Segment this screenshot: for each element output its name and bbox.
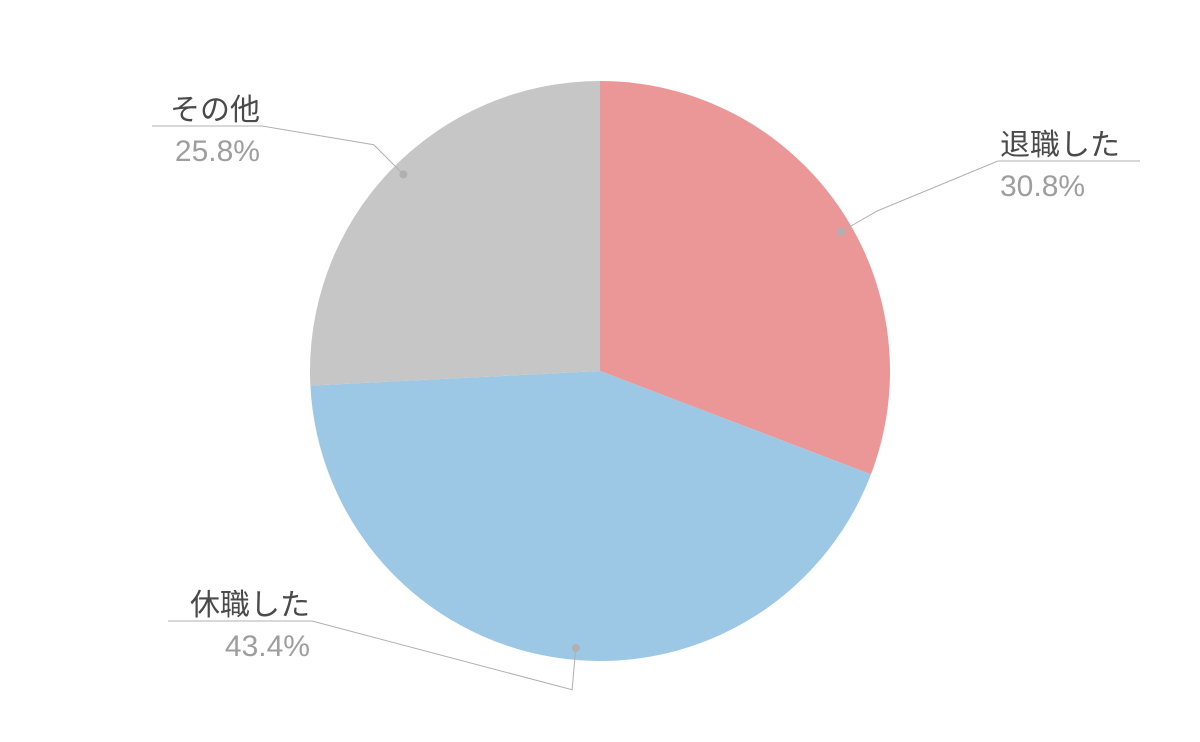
- pie-chart-svg: 退職した 30.8% 休職した 43.4% その他 25.8%: [0, 0, 1200, 742]
- leader-line: [262, 126, 403, 174]
- slice-percent: 25.8%: [175, 135, 260, 168]
- slice-label: 退職した: [1000, 129, 1120, 162]
- slice-label: その他: [170, 94, 260, 127]
- slice-percent: 43.4%: [225, 630, 310, 663]
- slice-percent: 30.8%: [1000, 170, 1085, 203]
- slice-label: 休職した: [190, 589, 310, 622]
- pie-slice: [310, 81, 600, 386]
- leader-line: [841, 161, 998, 232]
- pie-chart-container: 退職した 30.8% 休職した 43.4% その他 25.8%: [0, 0, 1200, 742]
